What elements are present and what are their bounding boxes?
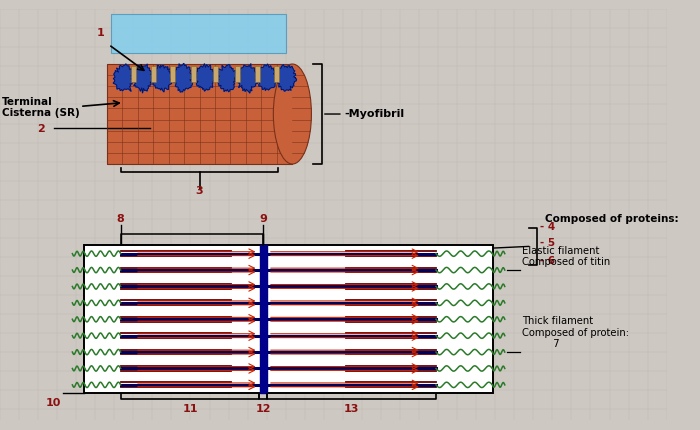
Text: Elastic filament
Composed of titin: Elastic filament Composed of titin bbox=[522, 245, 610, 267]
Polygon shape bbox=[216, 65, 238, 92]
Text: 10: 10 bbox=[46, 397, 61, 407]
Polygon shape bbox=[237, 64, 258, 94]
Text: 12: 12 bbox=[256, 403, 271, 413]
Ellipse shape bbox=[273, 65, 312, 165]
Polygon shape bbox=[172, 64, 194, 93]
Bar bbox=[84, 246, 494, 393]
Bar bbox=[131, 67, 136, 83]
Text: - 4: - 4 bbox=[540, 222, 555, 232]
Bar bbox=[191, 67, 196, 83]
Polygon shape bbox=[113, 65, 135, 92]
Text: Terminal
Cisterna (SR): Terminal Cisterna (SR) bbox=[2, 96, 80, 118]
Polygon shape bbox=[256, 65, 276, 91]
Bar bbox=[260, 246, 267, 393]
Bar bbox=[111, 15, 286, 53]
Polygon shape bbox=[153, 66, 174, 93]
Text: Thick filament
Composed of protein:
          7: Thick filament Composed of protein: 7 bbox=[522, 315, 629, 348]
Text: 9: 9 bbox=[259, 213, 267, 223]
Text: 8: 8 bbox=[117, 213, 125, 223]
Bar bbox=[234, 67, 239, 83]
Text: 2: 2 bbox=[37, 124, 45, 134]
Text: 3: 3 bbox=[196, 185, 203, 195]
Bar bbox=[106, 65, 293, 165]
Bar bbox=[213, 67, 218, 83]
Bar bbox=[255, 67, 260, 83]
Text: -Myofibril: -Myofibril bbox=[345, 109, 405, 119]
Polygon shape bbox=[275, 65, 297, 92]
Bar bbox=[170, 67, 175, 83]
Text: 1: 1 bbox=[97, 28, 105, 38]
Text: - 5: - 5 bbox=[540, 238, 555, 248]
Text: - 6: - 6 bbox=[540, 255, 555, 265]
Text: 11: 11 bbox=[182, 403, 198, 413]
Text: Composed of proteins:: Composed of proteins: bbox=[545, 213, 678, 223]
Text: Thin filament: Thin filament bbox=[326, 248, 405, 258]
Bar bbox=[274, 67, 279, 83]
Polygon shape bbox=[195, 64, 216, 92]
Text: 13: 13 bbox=[344, 403, 359, 413]
Bar bbox=[151, 67, 155, 83]
Polygon shape bbox=[133, 65, 154, 94]
